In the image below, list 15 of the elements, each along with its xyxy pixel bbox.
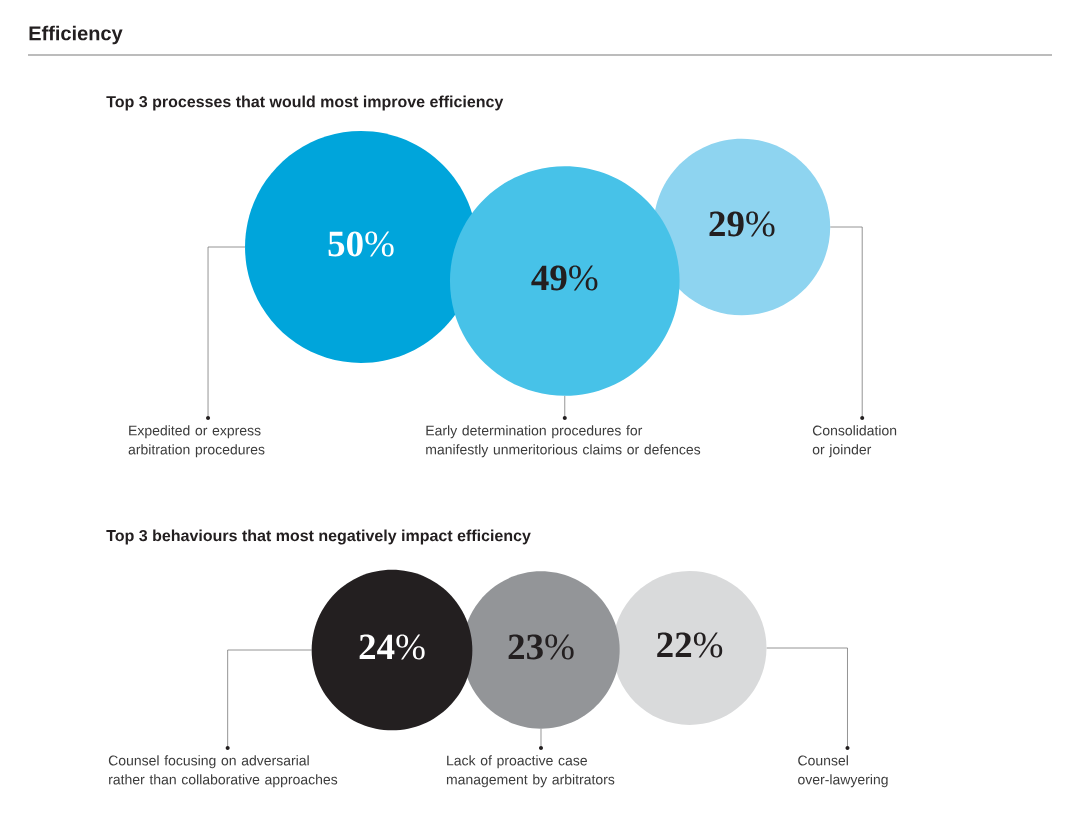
category-label: Lack of proactive case management by arbitrators [446, 755, 615, 788]
data-label: 22% [657, 632, 723, 658]
data-label: 23% [508, 634, 574, 660]
data-label: 49% [531, 265, 598, 291]
category-label: Early determination procedures for manifestly unmeritorious claims or defences [426, 425, 701, 458]
category-label: Counsel focusing on adversarial rather than collaborative approaches [108, 755, 338, 788]
category-label: Consolidation or joinder [812, 425, 897, 458]
text: Efficiency [29, 25, 123, 45]
data-label: 29% [709, 211, 775, 237]
data-label: 24% [359, 634, 425, 660]
text: Top 3 processes that would most improve efficiency [106, 95, 504, 111]
category-label: Expedited or express arbitration procedures [128, 425, 265, 458]
category-label: Counsel over-lawyering [798, 755, 888, 788]
text: Top 3 behaviours that most negatively impact efficiency [106, 529, 531, 545]
data-label: 50% [328, 231, 394, 257]
